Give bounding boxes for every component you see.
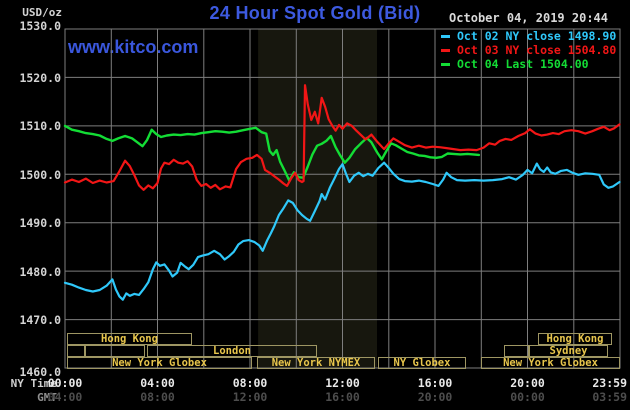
- session-box-hong-kong: Hong Kong: [67, 332, 192, 345]
- ny-time-tick: 16:00: [417, 376, 453, 390]
- legend-dash-icon: [441, 62, 450, 66]
- session-box: [85, 344, 145, 357]
- legend: Oct 02 NY close 1498.90 Oct 03 NY close 1…: [441, 29, 616, 71]
- ny-time-tick: 20:00: [510, 376, 545, 390]
- gmt-tick: 20:00: [417, 390, 453, 404]
- ny-time-tick: 23:59: [592, 376, 627, 390]
- legend-dash-icon: [441, 48, 450, 52]
- session-box-hong-kong: Hong Kong: [538, 332, 612, 345]
- session-box-london: London: [147, 344, 317, 357]
- gmt-tick: 08:00: [140, 390, 175, 404]
- legend-item: Oct 03 NY close 1504.80: [441, 43, 616, 57]
- legend-label: Oct 04 Last 1504.00: [457, 57, 589, 71]
- legend-item: Oct 04 Last 1504.00: [441, 57, 616, 71]
- chart-timestamp: October 04, 2019 20:44: [449, 11, 608, 25]
- gmt-axis-label: GMT: [37, 391, 57, 404]
- ny-time-tick: 00:00: [47, 376, 83, 390]
- y-tick-label: 1490.0: [19, 216, 61, 231]
- kitco-watermark-link[interactable]: www.kitco.com: [68, 37, 199, 57]
- y-tick-label: 1480.0: [19, 264, 61, 279]
- session-box: [504, 344, 529, 357]
- legend-item: Oct 02 NY close 1498.90: [441, 29, 616, 43]
- price-line-oct04: [63, 124, 481, 182]
- ny-time-axis-label: NY Time: [10, 377, 57, 390]
- ny-time-tick: 12:00: [325, 376, 360, 390]
- y-tick-label: 1470.0: [19, 313, 61, 328]
- y-tick-label: 1510.0: [19, 119, 61, 134]
- price-line-oct03: [63, 84, 621, 191]
- gmt-tick: 04:00: [47, 390, 83, 404]
- y-tick-label: 1520.0: [19, 70, 61, 85]
- y-axis-unit-label: USD/oz: [22, 6, 62, 19]
- session-box-new-york-globex: New York Globex: [481, 356, 620, 369]
- legend-dash-icon: [441, 34, 450, 38]
- gmt-tick: 00:00: [510, 390, 545, 404]
- legend-label: Oct 03 NY close 1504.80: [457, 43, 617, 57]
- legend-label: Oct 02 NY close 1498.90: [457, 29, 617, 43]
- session-box-new-york-globex: New York Globex: [67, 356, 252, 369]
- price-line-oct02: [63, 161, 621, 301]
- session-box: [67, 344, 85, 357]
- session-box-ny-globex: NY Globex: [378, 356, 466, 369]
- ny-time-tick: 08:00: [232, 376, 268, 390]
- ny-time-tick: 04:00: [140, 376, 175, 390]
- nymex-session-highlight-band: [258, 29, 377, 368]
- session-box-new-york-nymex: New York NYMEX: [257, 356, 375, 369]
- chart-title: 24 Hour Spot Gold (Bid): [209, 3, 421, 23]
- gmt-tick: 03:59: [592, 390, 627, 404]
- session-box-sydney: Sydney: [529, 344, 608, 357]
- gmt-tick: 16:00: [325, 390, 360, 404]
- y-tick-label: 1460.0: [19, 365, 61, 379]
- y-tick-label: 1530.0: [19, 19, 61, 33]
- gmt-tick: 12:00: [232, 390, 268, 404]
- y-tick-label: 1500.0: [19, 167, 61, 182]
